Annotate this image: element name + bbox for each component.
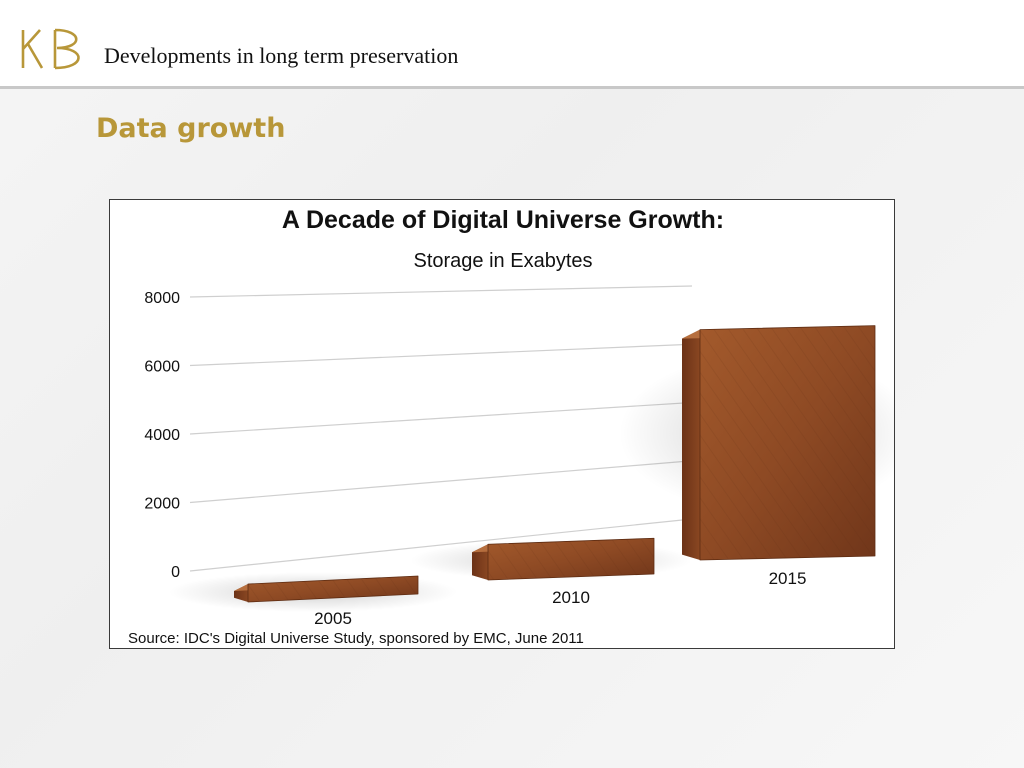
y-tick-label: 6000: [144, 359, 180, 376]
x-category-label: 2015: [769, 569, 807, 588]
header-title: Developments in long term preservation: [104, 43, 459, 68]
y-tick-label: 4000: [144, 427, 180, 444]
x-axis-labels: 2005 2010 2015: [314, 569, 806, 628]
chart-subtitle: Storage in Exabytes: [414, 250, 593, 272]
chart-title: A Decade of Digital Universe Growth:: [282, 206, 724, 234]
y-tick-label: 2000: [144, 496, 180, 513]
chart-source: Source: IDC's Digital Universe Study, sp…: [128, 630, 584, 647]
bar-2010: [409, 537, 693, 581]
y-tick-label: 8000: [144, 290, 180, 307]
gridlines: [189, 285, 693, 572]
slide-header: Developments in long term preservation: [0, 0, 1024, 86]
bars: [168, 325, 894, 613]
y-tick-label: 0: [171, 564, 180, 581]
gridline: [189, 343, 693, 367]
bar-chart: A Decade of Digital Universe Growth: Sto…: [128, 206, 894, 647]
header-divider: [0, 86, 1024, 89]
chart-image: A Decade of Digital Universe Growth: Sto…: [109, 199, 895, 649]
bar-2015: [618, 325, 894, 561]
gridline: [189, 401, 693, 435]
gridline: [189, 285, 693, 298]
x-category-label: 2010: [552, 588, 590, 607]
x-category-label: 2005: [314, 609, 352, 628]
y-axis-ticks: 0 2000 4000 6000 8000: [144, 290, 180, 581]
gridline: [189, 518, 693, 572]
gridline: [189, 460, 693, 504]
kb-logo: [21, 28, 80, 70]
bar-2005: [168, 572, 458, 613]
slide-title: Data growth: [96, 113, 286, 144]
